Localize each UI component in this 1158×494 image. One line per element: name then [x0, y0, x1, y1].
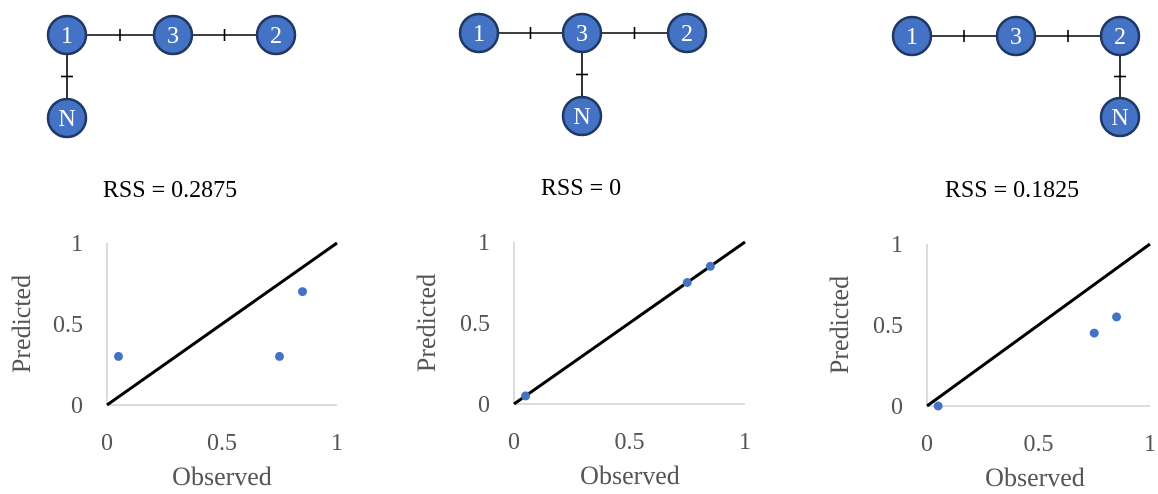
node-1: [46, 14, 88, 56]
node-n: [561, 95, 603, 137]
node-1: [458, 12, 500, 54]
rss-label: RSS = 0.2875: [103, 177, 237, 203]
node-3: [561, 12, 603, 54]
node-label: 1: [61, 23, 73, 49]
y-tick-label: 0: [71, 393, 83, 419]
x-tick-label: 0.5: [615, 429, 645, 455]
panel-2: 1 3 2 N RSS = 0 0 0.5 1 0 0.5 1 Predicted Observed: [412, 12, 751, 490]
x-tick-label: 0: [101, 430, 113, 456]
reference-line: [926, 242, 1151, 408]
node-label: 2: [1114, 24, 1126, 50]
node-n: [1099, 96, 1141, 138]
node-label: N: [1111, 105, 1128, 131]
network-graph: 1 3 2 N: [891, 15, 1141, 138]
data-point: [682, 278, 692, 287]
y-tick-label: 1: [891, 232, 903, 258]
node-3: [152, 14, 194, 56]
y-tick-label: 0.5: [460, 311, 490, 337]
node-2: [666, 12, 708, 54]
node-label: 2: [270, 23, 282, 49]
panel-3: 1 3 2 N RSS = 0.1825 0 0.5 1 0 0.5 1 Predicted Obser…: [825, 15, 1156, 492]
node-n: [46, 97, 88, 139]
scatter-chart: 0 0.5 1 0 0.5 1 Predicted Observed: [825, 232, 1156, 492]
rss-label: RSS = 0.1825: [945, 177, 1079, 203]
reference-line: [106, 241, 338, 407]
y-tick-label: 0.5: [873, 313, 903, 339]
node-1: [891, 15, 933, 57]
x-axis-label: Observed: [172, 462, 272, 491]
panel-1: 1 3 2 N RSS = 0.2875 0 0.5 1 0 0.5 1 Predicted Obser…: [7, 14, 343, 491]
data-point: [114, 351, 123, 361]
y-axis-label: Predicted: [825, 276, 854, 374]
x-tick-label: 0: [508, 429, 520, 455]
node-label: 3: [576, 21, 588, 47]
y-tick-label: 0: [478, 392, 490, 418]
node-2: [255, 14, 297, 56]
rss-label: RSS = 0: [541, 175, 621, 201]
y-tick-label: 1: [71, 231, 83, 257]
x-axis-label: Observed: [580, 461, 680, 490]
node-label: N: [573, 104, 590, 130]
y-tick-label: 1: [478, 230, 490, 256]
data-point: [1112, 312, 1122, 322]
network-graph: 1 3 2 N: [46, 14, 297, 139]
y-axis-label: Predicted: [412, 274, 441, 372]
node-2: [1099, 15, 1141, 57]
node-label: N: [58, 106, 75, 132]
reference-line: [513, 240, 746, 406]
node-label: 3: [1010, 24, 1022, 50]
y-axis-label: Predicted: [7, 275, 36, 373]
network-graph: 1 3 2 N: [458, 12, 708, 137]
x-axis-label: Observed: [985, 463, 1085, 492]
data-point: [275, 351, 284, 361]
node-label: 3: [167, 23, 179, 49]
data-point: [705, 261, 715, 271]
scatter-chart: 0 0.5 1 0 0.5 1 Predicted Observed: [7, 231, 343, 491]
x-tick-label: 1: [739, 429, 751, 455]
node-label: 2: [681, 21, 693, 47]
data-point: [1089, 328, 1099, 338]
x-tick-label: 0.5: [207, 430, 237, 456]
x-tick-label: 0: [921, 431, 933, 457]
scatter-chart: 0 0.5 1 0 0.5 1 Predicted Observed: [412, 230, 751, 490]
data-point: [298, 287, 307, 297]
data-point: [521, 391, 531, 401]
node-label: 1: [473, 21, 485, 47]
y-tick-label: 0.5: [53, 312, 83, 338]
node-label: 1: [906, 24, 918, 50]
x-tick-label: 1: [331, 430, 343, 456]
node-3: [995, 15, 1037, 57]
data-point: [933, 401, 943, 411]
y-tick-label: 0: [891, 394, 903, 420]
x-tick-label: 0.5: [1024, 431, 1054, 457]
x-tick-label: 1: [1144, 431, 1156, 457]
